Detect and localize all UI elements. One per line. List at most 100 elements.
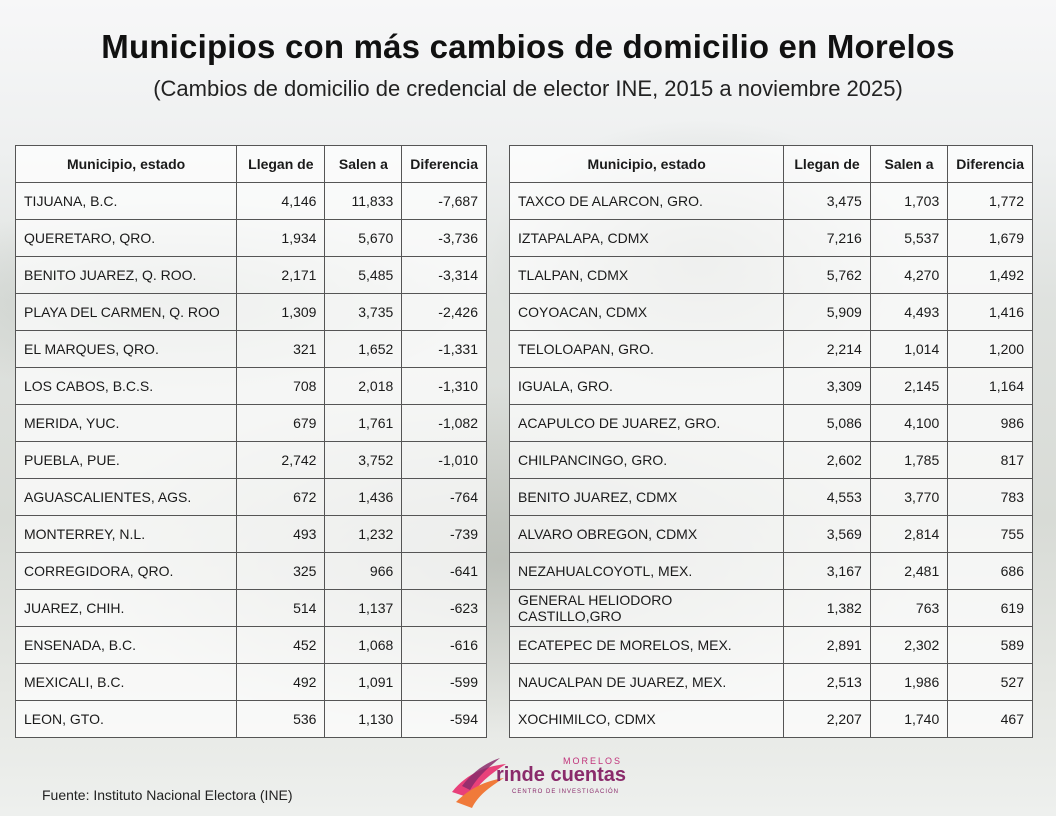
header-salen: Salen a xyxy=(324,145,403,183)
table-row: BENITO JUAREZ, Q. ROO. 2,171 5,485 -3,314 xyxy=(14,256,487,294)
cell-salen: 966 xyxy=(324,552,403,590)
table-row: BENITO JUAREZ, CDMX 4,553 3,770 783 xyxy=(508,478,1033,516)
logo-text-top: MORELOS xyxy=(563,756,623,766)
table-row: COYOACAN, CDMX 5,909 4,493 1,416 xyxy=(508,293,1033,331)
cell-llegan: 2,207 xyxy=(783,700,871,738)
table-row: GENERAL HELIODORO CASTILLO,GRO 1,382 763 61… xyxy=(508,589,1033,627)
cell-diferencia: 1,200 xyxy=(947,330,1033,368)
cell-municipio: ALVARO OBREGON, CDMX xyxy=(508,515,785,553)
cell-municipio: TIJUANA, B.C. xyxy=(14,182,238,220)
cell-municipio: MONTERREY, N.L. xyxy=(14,515,238,553)
cell-llegan: 5,086 xyxy=(783,404,871,442)
page-subtitle: (Cambios de domicilio de credencial de e… xyxy=(153,76,903,101)
table-row: ENSENADA, B.C. 452 1,068 -616 xyxy=(14,626,487,664)
table-row: MEXICALI, B.C. 492 1,091 -599 xyxy=(14,663,487,701)
cell-salen: 3,752 xyxy=(324,441,403,479)
table-row: CHILPANCINGO, GRO. 2,602 1,785 817 xyxy=(508,441,1033,479)
cell-llegan: 1,934 xyxy=(236,219,326,257)
cell-llegan: 4,146 xyxy=(236,182,326,220)
cell-llegan: 708 xyxy=(236,367,326,405)
cell-salen: 5,485 xyxy=(324,256,403,294)
cell-salen: 1,436 xyxy=(324,478,403,516)
cell-salen: 1,652 xyxy=(324,330,403,368)
cell-salen: 5,670 xyxy=(324,219,403,257)
table-row: EL MARQUES, QRO. 321 1,652 -1,331 xyxy=(14,330,487,368)
cell-salen: 5,537 xyxy=(869,219,949,257)
cell-diferencia: 755 xyxy=(947,515,1033,553)
cell-municipio: COYOACAN, CDMX xyxy=(508,293,785,331)
cell-salen: 2,481 xyxy=(869,552,949,590)
cell-salen: 1,091 xyxy=(324,663,403,701)
cell-salen: 1,232 xyxy=(324,515,403,553)
cell-diferencia: 686 xyxy=(947,552,1033,590)
cell-llegan: 2,891 xyxy=(783,626,871,664)
cell-llegan: 2,742 xyxy=(236,441,326,479)
table-row: ACAPULCO DE JUAREZ, GRO. 5,086 4,100 986 xyxy=(508,404,1033,442)
cell-salen: 2,018 xyxy=(324,367,403,405)
table-row: NAUCALPAN DE JUAREZ, MEX. 2,513 1,986 527 xyxy=(508,663,1033,701)
cell-diferencia: 589 xyxy=(947,626,1033,664)
cell-salen: 1,130 xyxy=(324,700,403,738)
cell-llegan: 5,762 xyxy=(783,256,871,294)
table-row: MERIDA, YUC. 679 1,761 -1,082 xyxy=(14,404,487,442)
header-municipio: Municipio, estado xyxy=(14,145,238,183)
table-row: ECATEPEC DE MORELOS, MEX. 2,891 2,302 589 xyxy=(508,626,1033,664)
cell-llegan: 7,216 xyxy=(783,219,871,257)
cell-municipio: MERIDA, YUC. xyxy=(14,404,238,442)
cell-diferencia: -764 xyxy=(401,478,487,516)
header-llegan: Llegan de xyxy=(236,145,326,183)
cell-llegan: 493 xyxy=(236,515,326,553)
cell-llegan: 2,602 xyxy=(783,441,871,479)
cell-diferencia: -7,687 xyxy=(401,182,487,220)
cell-salen: 1,014 xyxy=(869,330,949,368)
cell-llegan: 325 xyxy=(236,552,326,590)
cell-llegan: 452 xyxy=(236,626,326,664)
table-row: PLAYA DEL CARMEN, Q. ROO 1,309 3,735 -2,426 xyxy=(14,293,487,331)
cell-llegan: 1,382 xyxy=(783,589,871,627)
cell-llegan: 1,309 xyxy=(236,293,326,331)
cell-municipio: ECATEPEC DE MORELOS, MEX. xyxy=(508,626,785,664)
table-row: IZTAPALAPA, CDMX 7,216 5,537 1,679 xyxy=(508,219,1033,257)
table-header-row: Municipio, estado Llegan de Salen a Dife… xyxy=(508,145,1033,183)
table-row: QUERETARO, QRO. 1,934 5,670 -3,736 xyxy=(14,219,487,257)
cell-diferencia: -616 xyxy=(401,626,487,664)
table-row: TELOLOAPAN, GRO. 2,214 1,014 1,200 xyxy=(508,330,1033,368)
cell-diferencia: -1,331 xyxy=(401,330,487,368)
cell-llegan: 5,909 xyxy=(783,293,871,331)
cell-municipio: PLAYA DEL CARMEN, Q. ROO xyxy=(14,293,238,331)
table-row: JUAREZ, CHIH. 514 1,137 -623 xyxy=(14,589,487,627)
cell-salen: 3,735 xyxy=(324,293,403,331)
cell-diferencia: 619 xyxy=(947,589,1033,627)
cell-salen: 1,761 xyxy=(324,404,403,442)
cell-diferencia: 527 xyxy=(947,663,1033,701)
cell-salen: 4,270 xyxy=(869,256,949,294)
cell-diferencia: 1,772 xyxy=(947,182,1033,220)
logo-text-main: rinde cuentas xyxy=(496,764,627,786)
table-row: MONTERREY, N.L. 493 1,232 -739 xyxy=(14,515,487,553)
cell-diferencia: -1,010 xyxy=(401,441,487,479)
cell-municipio: CORREGIDORA, QRO. xyxy=(14,552,238,590)
header-diferencia: Diferencia xyxy=(947,145,1033,183)
cell-llegan: 2,171 xyxy=(236,256,326,294)
cell-diferencia: 783 xyxy=(947,478,1033,516)
cell-municipio: JUAREZ, CHIH. xyxy=(14,589,238,627)
cell-diferencia: 1,679 xyxy=(947,219,1033,257)
cell-llegan: 321 xyxy=(236,330,326,368)
cell-municipio: NEZAHUALCOYOTL, MEX. xyxy=(508,552,785,590)
cell-diferencia: 986 xyxy=(947,404,1033,442)
table-row: NEZAHUALCOYOTL, MEX. 3,167 2,481 686 xyxy=(508,552,1033,590)
cell-diferencia: -623 xyxy=(401,589,487,627)
cell-municipio: LEON, GTO. xyxy=(14,700,238,738)
right-table-body: TAXCO DE ALARCON, GRO. 3,475 1,703 1,772 IZT… xyxy=(508,182,1033,738)
cell-municipio: TLALPAN, CDMX xyxy=(508,256,785,294)
logo-text-sub: CENTRO DE INVESTIGACIÓN xyxy=(512,789,620,795)
cell-municipio: EL MARQUES, QRO. xyxy=(14,330,238,368)
cell-municipio: BENITO JUAREZ, Q. ROO. xyxy=(14,256,238,294)
cell-llegan: 2,214 xyxy=(783,330,871,368)
cell-municipio: IGUALA, GRO. xyxy=(508,367,785,405)
cell-salen: 1,137 xyxy=(324,589,403,627)
right-table: Municipio, estado Llegan de Salen a Dife… xyxy=(508,145,1033,738)
cell-salen: 1,068 xyxy=(324,626,403,664)
left-table-body: TIJUANA, B.C. 4,146 11,833 -7,687 QUERETARO,… xyxy=(14,182,487,738)
cell-diferencia: -599 xyxy=(401,663,487,701)
